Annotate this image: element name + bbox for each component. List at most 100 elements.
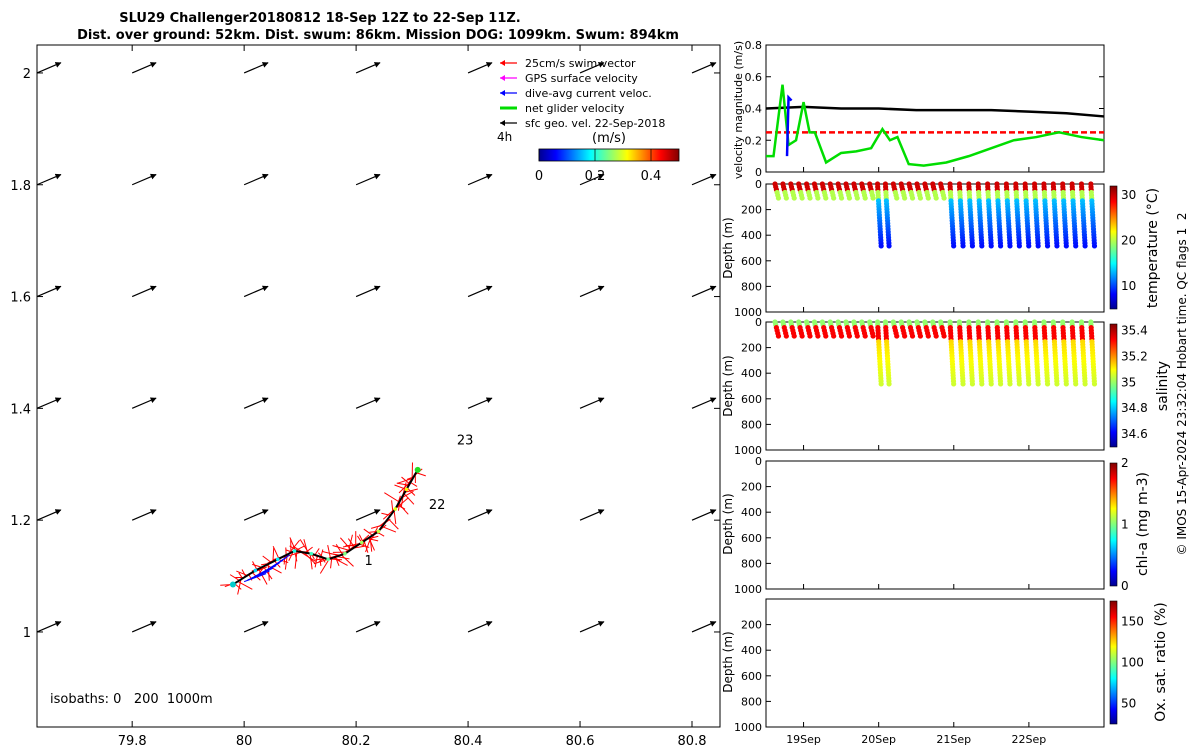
day-label: 22 bbox=[429, 498, 446, 513]
track-marker bbox=[343, 551, 347, 556]
legend-label: sfc geo. vel. 22-Sep-2018 bbox=[525, 117, 665, 130]
profile-point bbox=[941, 195, 947, 201]
profile-point bbox=[846, 333, 853, 339]
map-y-tick-label: 2 bbox=[23, 67, 31, 82]
velocity-series-line bbox=[766, 84, 1105, 167]
swim-vector bbox=[358, 534, 364, 542]
depth-y-tick-label: 200 bbox=[741, 342, 762, 355]
profile-point bbox=[886, 243, 892, 249]
profile-point bbox=[1016, 381, 1022, 387]
profile-point bbox=[1044, 381, 1051, 387]
speed-colorbar-tick-label: 0 bbox=[535, 169, 543, 184]
depth-y-tick-label: 200 bbox=[741, 619, 762, 632]
profile-point bbox=[1054, 243, 1060, 249]
swim-vector bbox=[394, 484, 407, 490]
swim-vector bbox=[332, 557, 348, 566]
swim-vector bbox=[327, 545, 332, 559]
speed-colorbar-tick-label: 0.4 bbox=[641, 169, 662, 184]
swim-vector bbox=[272, 545, 280, 559]
depth-y-tick-label: 800 bbox=[741, 695, 762, 708]
swim-vector bbox=[410, 482, 418, 487]
depth-y-tick-label: 600 bbox=[741, 532, 762, 545]
depth-y-tick-label: 1000 bbox=[734, 721, 762, 734]
profile-point bbox=[960, 243, 966, 249]
swim-vector bbox=[335, 544, 343, 555]
chla-panel: Depth (m) chl-a (mg m-3) 020040060080010… bbox=[721, 455, 1151, 596]
track-end-marker bbox=[414, 466, 421, 473]
profile-point bbox=[917, 333, 924, 339]
profile-point bbox=[998, 243, 1004, 249]
profile-point bbox=[783, 195, 789, 201]
legend-label: 25cm/s swim vector bbox=[525, 57, 636, 70]
profile-point bbox=[862, 333, 868, 339]
legend-arrowhead bbox=[500, 90, 505, 96]
swim-vector bbox=[398, 503, 409, 515]
day-label: 23 bbox=[457, 434, 474, 449]
profile-point bbox=[1073, 243, 1079, 249]
geostrophic-vector-field bbox=[36, 62, 717, 633]
swim-vector bbox=[313, 558, 329, 565]
profile-point bbox=[951, 381, 957, 387]
profile-point bbox=[1063, 243, 1069, 249]
profile-point bbox=[823, 195, 829, 201]
velocity-y-tick-label: 0 bbox=[755, 166, 762, 179]
profile-point bbox=[1054, 381, 1060, 387]
geostrophic-vector bbox=[355, 285, 381, 298]
map-x-tick-label: 79.8 bbox=[118, 734, 147, 749]
profile-point bbox=[791, 195, 797, 201]
colorbar-tick-label: 100 bbox=[1121, 656, 1144, 670]
depth-y-tick-label: 0 bbox=[755, 455, 762, 468]
legend-label: GPS surface velocity bbox=[525, 72, 638, 85]
day-label: 1 bbox=[365, 554, 373, 569]
depth-colorbar bbox=[1109, 185, 1118, 310]
geostrophic-vector bbox=[579, 285, 605, 298]
velocity-y-tick-label: 0.2 bbox=[745, 134, 763, 147]
swim-vector bbox=[384, 492, 400, 503]
profile-point bbox=[799, 195, 805, 201]
geostrophic-vector bbox=[355, 509, 381, 521]
depth-y-tick-label: 800 bbox=[741, 280, 762, 293]
profile-point bbox=[902, 195, 908, 201]
glider-track-line bbox=[232, 469, 419, 586]
geostrophic-vector bbox=[131, 621, 157, 633]
track-marker bbox=[393, 507, 398, 511]
geostrophic-vector bbox=[467, 621, 493, 633]
swim-vector bbox=[236, 570, 248, 576]
profile-point bbox=[823, 333, 829, 339]
swim-vector bbox=[305, 546, 313, 554]
geostrophic-vector bbox=[355, 397, 381, 409]
profile-point bbox=[979, 243, 985, 249]
track-marker bbox=[292, 549, 297, 553]
track-marker bbox=[275, 557, 280, 562]
profile-point bbox=[1091, 381, 1098, 387]
chla-cbar-title: chl-a (mg m-3) bbox=[1135, 472, 1151, 576]
map-y-axis: 1 1.2 1.4 1.6 1.8 2 bbox=[10, 67, 720, 641]
velocity-series-line bbox=[785, 94, 793, 157]
profile-point bbox=[925, 195, 931, 201]
legend-arrowhead bbox=[500, 120, 505, 126]
time-step-label: 4h bbox=[497, 130, 512, 144]
time-tick-label: 22Sep bbox=[1012, 733, 1047, 746]
swim-vector bbox=[330, 558, 333, 569]
map-y-tick-label: 1.4 bbox=[10, 402, 31, 417]
depth-y-tick-label: 400 bbox=[741, 506, 762, 519]
swim-vector bbox=[342, 542, 361, 548]
colorbar-tick-label: 1 bbox=[1121, 518, 1129, 532]
profile-point bbox=[1073, 381, 1079, 387]
depth-y-tick-label: 400 bbox=[741, 644, 762, 657]
swim-vector bbox=[319, 558, 330, 574]
velocity-y-tick-label: 0.8 bbox=[745, 39, 763, 52]
geostrophic-vector bbox=[131, 62, 157, 74]
geostrophic-vector bbox=[691, 285, 717, 298]
profile-point bbox=[831, 333, 837, 339]
swim-vector bbox=[370, 524, 384, 529]
colorbar-tick-label: 35.4 bbox=[1121, 323, 1148, 337]
map-x-axis: 79.8 80 80.2 80.4 80.6 80.8 bbox=[118, 45, 706, 749]
swim-vector bbox=[262, 566, 273, 580]
swim-vector bbox=[403, 493, 415, 505]
map-y-tick-label: 1 bbox=[23, 626, 31, 641]
swim-vector bbox=[267, 564, 270, 581]
swim-vector bbox=[363, 540, 369, 553]
swim-vector bbox=[363, 528, 373, 536]
swim-vector bbox=[288, 551, 294, 561]
